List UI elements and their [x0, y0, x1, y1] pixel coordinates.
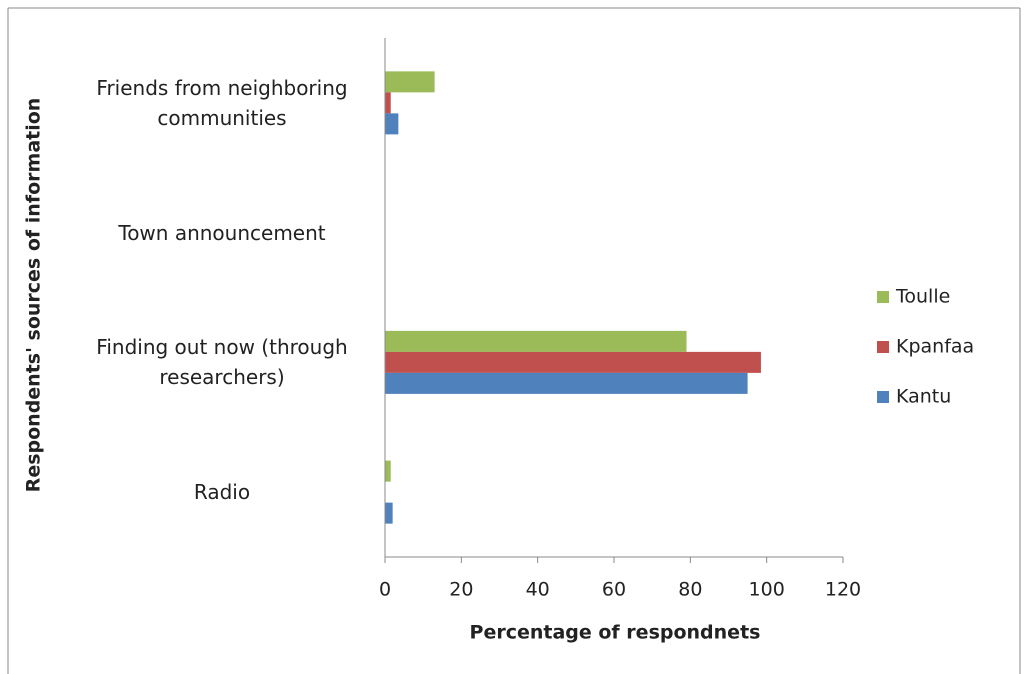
x-tick-label: 40: [526, 579, 550, 601]
bar: [385, 330, 687, 352]
legend-swatch: [877, 341, 889, 353]
bar: [385, 113, 399, 135]
x-tick-label: 100: [749, 579, 785, 601]
legend-label: Toulle: [895, 286, 950, 308]
bar: [385, 502, 393, 524]
bar: [385, 372, 748, 394]
x-tick-label: 0: [379, 579, 391, 601]
x-axis-title: Percentage of respondnets: [470, 622, 761, 644]
bar: [385, 92, 391, 114]
y-tick-label: Finding out now (through researchers): [96, 335, 348, 390]
bar: [385, 351, 761, 373]
legend-label: Kpanfaa: [896, 336, 974, 358]
x-tick-label: 60: [602, 579, 626, 601]
x-tick-label: 120: [825, 579, 861, 601]
y-tick-label: Radio: [193, 480, 251, 505]
bar: [385, 460, 391, 482]
bar: [385, 71, 435, 93]
y-axis-title: Respondents' sources of information: [23, 98, 45, 493]
legend-swatch: [877, 391, 889, 403]
y-tick-label: Friends from neighboring communities: [96, 75, 348, 130]
x-tick-label: 20: [449, 579, 473, 601]
x-tick-label: 80: [678, 579, 702, 601]
y-tick-label: Town announcement: [118, 220, 326, 245]
legend-swatch: [877, 291, 889, 303]
legend-label: Kantu: [896, 386, 951, 408]
